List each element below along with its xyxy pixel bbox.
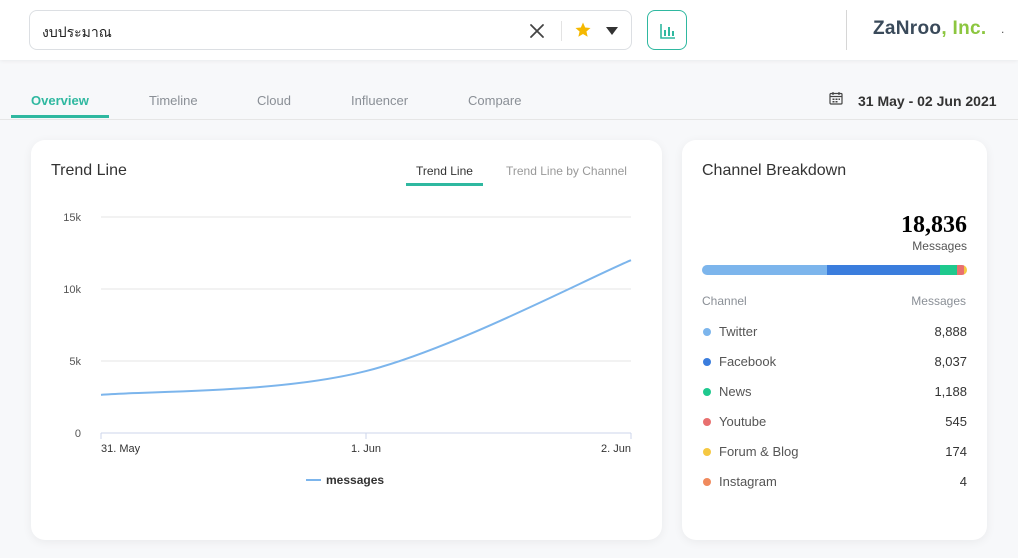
y-tick-label: 0 — [75, 428, 81, 440]
forum-blog-dot — [703, 448, 711, 456]
channel-row-facebook: Facebook 8,037 — [702, 352, 967, 372]
top-bar: งบประมาณ ZaNroo, Inc. . — [0, 0, 1018, 60]
bar-chart-icon — [660, 24, 675, 39]
youtube-dot — [703, 418, 711, 426]
channel-name: Facebook — [719, 354, 777, 369]
zanroo-logo: ZaNroo, Inc. — [873, 18, 986, 40]
logo-dot: . — [1001, 22, 1005, 36]
channel-name: Instagram — [719, 474, 777, 489]
instagram-dot — [703, 478, 711, 486]
y-tick-label: 5k — [69, 356, 81, 368]
series-line-messages — [100, 259, 632, 396]
channel-name: Forum & Blog — [719, 444, 799, 459]
trend-card-title: Trend Line — [51, 162, 127, 179]
tab-compare[interactable]: Compare — [468, 93, 522, 108]
channel-count: 545 — [945, 414, 967, 429]
column-header-messages: Messages — [911, 294, 966, 308]
channel-count: 174 — [945, 444, 967, 459]
tab-influencer[interactable]: Influencer — [351, 93, 409, 108]
stacked-bar-segment — [964, 265, 967, 275]
channel-name: Youtube — [719, 414, 767, 429]
calendar-icon[interactable] — [829, 91, 843, 105]
y-tick-label: 15k — [63, 212, 81, 224]
subtab-trend-line[interactable]: Trend Line — [416, 164, 473, 178]
channel-row-forum-blog: Forum & Blog 174 — [702, 442, 967, 462]
search-box[interactable]: งบประมาณ — [29, 10, 632, 50]
stacked-bar-segment — [940, 265, 957, 275]
channel-breakdown-card: Channel Breakdown 18,836 Messages Channe… — [682, 140, 987, 540]
active-tab-indicator — [11, 115, 109, 118]
x-tick-label: 1. Jun — [351, 443, 381, 455]
tab-overview[interactable]: Overview — [31, 93, 89, 108]
stacked-bar-segment — [702, 265, 828, 275]
y-tick-label: 10k — [63, 284, 81, 296]
tab-timeline[interactable]: Timeline — [149, 93, 198, 108]
channel-count: 4 — [959, 474, 967, 489]
channel-row-instagram: Instagram 4 — [702, 472, 967, 492]
column-header-channel: Channel — [702, 294, 747, 308]
facebook-dot — [703, 358, 711, 366]
trend-chart: 0 5k 10k 15k 31. May 1. Jun 2. Jun messages — [63, 212, 632, 487]
channel-name: News — [719, 384, 752, 399]
channel-name: Twitter — [719, 324, 758, 339]
nav-tabs: Overview Timeline Cloud Influencer Compa… — [0, 60, 1018, 120]
caret-down-icon[interactable] — [605, 25, 619, 37]
total-messages: 18,836 — [901, 212, 967, 238]
x-tick-label: 31. May — [101, 443, 141, 455]
news-dot — [703, 388, 711, 396]
logo-suffix-text: , Inc. — [941, 18, 987, 39]
channel-count: 8,888 — [934, 324, 967, 339]
twitter-dot — [703, 328, 711, 336]
channel-row-youtube: Youtube 545 — [702, 412, 967, 432]
close-icon[interactable] — [527, 21, 547, 41]
channel-row-news: News 1,188 — [702, 382, 967, 402]
channel-stacked-bar — [702, 265, 967, 275]
chart-view-button[interactable] — [647, 10, 687, 50]
tab-cloud[interactable]: Cloud — [257, 93, 291, 108]
channel-count: 1,188 — [934, 384, 967, 399]
total-messages-label: Messages — [912, 239, 967, 253]
channel-row-twitter: Twitter 8,888 — [702, 322, 967, 342]
legend-label: messages — [326, 473, 384, 487]
stacked-bar-segment — [827, 265, 941, 275]
active-subtab-indicator — [406, 183, 483, 186]
search-divider — [561, 21, 562, 41]
trend-line-card: Trend Line Trend Line Trend Line by Chan… — [31, 140, 662, 540]
logo-main-text: ZaNroo — [873, 18, 942, 39]
subtab-trend-line-by-channel[interactable]: Trend Line by Channel — [506, 164, 627, 178]
search-input[interactable]: งบประมาณ — [42, 24, 112, 40]
header-divider — [846, 10, 847, 50]
date-range[interactable]: 31 May - 02 Jun 2021 — [858, 93, 997, 109]
x-tick-label: 2. Jun — [601, 443, 631, 455]
star-icon[interactable] — [574, 21, 592, 39]
channel-card-title: Channel Breakdown — [702, 162, 847, 179]
stacked-bar-segment — [956, 265, 965, 275]
channel-count: 8,037 — [934, 354, 967, 369]
